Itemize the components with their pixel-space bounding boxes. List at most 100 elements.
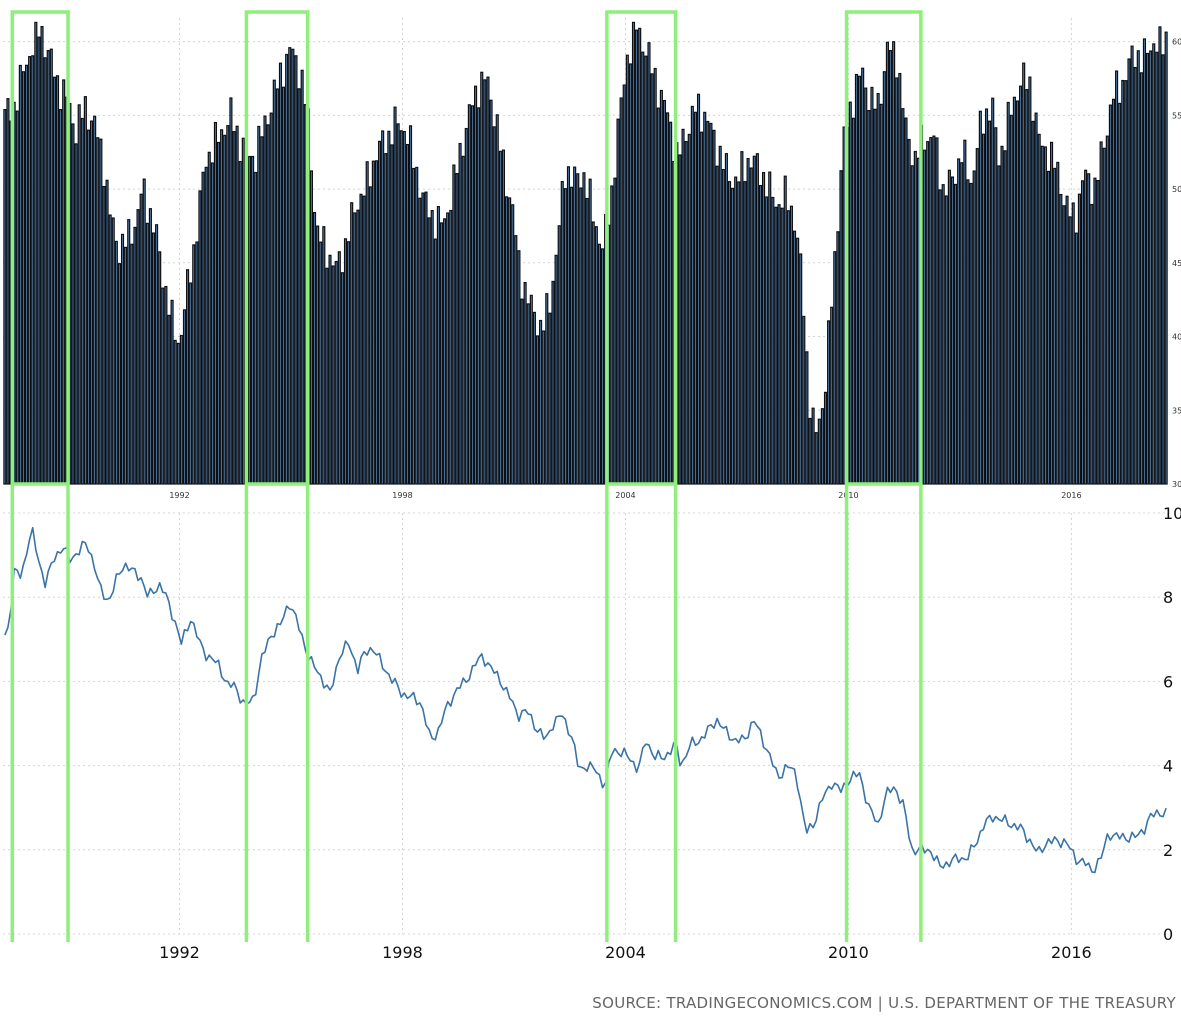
pmi-bar xyxy=(120,233,125,485)
pmi-bar xyxy=(186,269,190,485)
pmi-bar xyxy=(861,67,865,485)
pmi-bar xyxy=(777,204,781,485)
pmi-bar xyxy=(879,103,883,485)
pmi-bar xyxy=(1161,54,1165,485)
pmi-bar xyxy=(1022,62,1026,485)
pmi-bar xyxy=(734,176,738,485)
pmi-bar xyxy=(963,139,967,485)
pmi-bar xyxy=(1000,145,1004,485)
pmi-bar xyxy=(297,88,301,485)
pmi-bar xyxy=(941,184,945,485)
pmi-bar xyxy=(551,280,555,485)
pmi-bar xyxy=(789,205,793,485)
pmi-bar xyxy=(693,111,697,485)
pmi-bar xyxy=(727,181,732,485)
pmi-bar xyxy=(1025,89,1029,485)
pmi-bar xyxy=(176,342,180,485)
pmi-bar xyxy=(526,303,530,485)
pmi-bar xyxy=(102,185,106,485)
pmi-bar xyxy=(288,47,292,485)
pmi-bar xyxy=(18,64,22,485)
yield-xtick-label: 1998 xyxy=(382,943,423,962)
pmi-bar xyxy=(467,104,471,485)
pmi-bar xyxy=(641,51,645,485)
pmi-bar xyxy=(644,55,648,485)
pmi-bar xyxy=(495,114,499,485)
pmi-bar xyxy=(182,309,187,485)
pmi-bar xyxy=(817,418,821,485)
pmi-bar xyxy=(573,166,577,485)
pmi-bar xyxy=(59,108,63,485)
pmi-bar xyxy=(1034,112,1038,485)
pmi-bar xyxy=(823,391,828,485)
pmi-bar xyxy=(458,142,462,485)
pmi-bar xyxy=(452,164,456,485)
pmi-bar xyxy=(1043,146,1047,485)
pmi-bar xyxy=(842,126,846,485)
pmi-ytick-label: 35 xyxy=(1172,406,1181,415)
pmi-bar xyxy=(758,184,763,485)
pmi-bar xyxy=(418,197,422,485)
pmi-bar xyxy=(272,79,276,485)
pmi-bar xyxy=(755,153,759,485)
pmi-bar xyxy=(616,118,620,485)
pmi-bar xyxy=(328,254,332,485)
pmi-bar xyxy=(192,244,196,485)
pmi-bar xyxy=(950,176,955,485)
pmi-bar xyxy=(635,29,639,485)
pmi-bar xyxy=(173,339,177,485)
pmi-bar xyxy=(378,140,382,485)
pmi-bar xyxy=(334,260,338,485)
pmi-bar xyxy=(427,217,431,485)
pmi-bar xyxy=(953,183,958,485)
pmi-bar xyxy=(656,107,660,485)
pmi-bar xyxy=(690,105,694,485)
pmi-bar xyxy=(260,136,264,485)
pmi-bar xyxy=(21,71,25,485)
pmi-bar xyxy=(687,133,691,485)
pmi-bar xyxy=(529,294,533,485)
pmi-bar xyxy=(1028,76,1032,485)
pmi-bar xyxy=(294,55,298,485)
pmi-ytick-label: 45 xyxy=(1172,259,1181,268)
pmi-bar xyxy=(591,221,595,485)
pmi-bar xyxy=(55,75,60,485)
pmi-bar xyxy=(783,175,787,485)
pmi-bar xyxy=(111,217,115,485)
highlight-box xyxy=(10,10,70,486)
pmi-bar xyxy=(52,76,56,485)
pmi-bar xyxy=(402,131,406,485)
pmi-bar xyxy=(99,138,103,485)
pmi-bar xyxy=(1003,150,1007,485)
pmi-bar xyxy=(1136,50,1140,485)
pmi-bar xyxy=(322,226,326,485)
pmi-bar xyxy=(966,179,970,485)
pmi-bar xyxy=(331,265,335,485)
pmi-bar xyxy=(833,251,837,485)
yield-ytick-label: 8 xyxy=(1163,588,1173,607)
pmi-bar xyxy=(579,187,583,485)
pmi-bar xyxy=(210,162,214,485)
pmi-bar xyxy=(77,104,81,485)
pmi-bar xyxy=(913,150,917,485)
pmi-bar xyxy=(235,125,239,485)
pmi-bar xyxy=(1133,66,1137,485)
pmi-bar xyxy=(356,209,360,485)
pmi-bar xyxy=(139,193,143,485)
pmi-bar xyxy=(802,315,806,485)
pmi-bar xyxy=(275,88,279,485)
pmi-bar xyxy=(517,250,521,485)
pmi-bar xyxy=(439,222,444,485)
pmi-bar xyxy=(353,212,357,485)
yield-ytick-label: 2 xyxy=(1163,841,1173,860)
pmi-bar xyxy=(876,92,880,485)
pmi-bar xyxy=(446,212,450,485)
pmi-bar xyxy=(1152,43,1156,485)
pmi-bar xyxy=(114,240,118,485)
pmi-bar xyxy=(201,171,205,485)
pmi-bar xyxy=(278,62,283,485)
pmi-xtick-label: 2016 xyxy=(1061,491,1081,500)
pmi-bar xyxy=(223,134,227,485)
pmi-bar xyxy=(1111,98,1116,485)
